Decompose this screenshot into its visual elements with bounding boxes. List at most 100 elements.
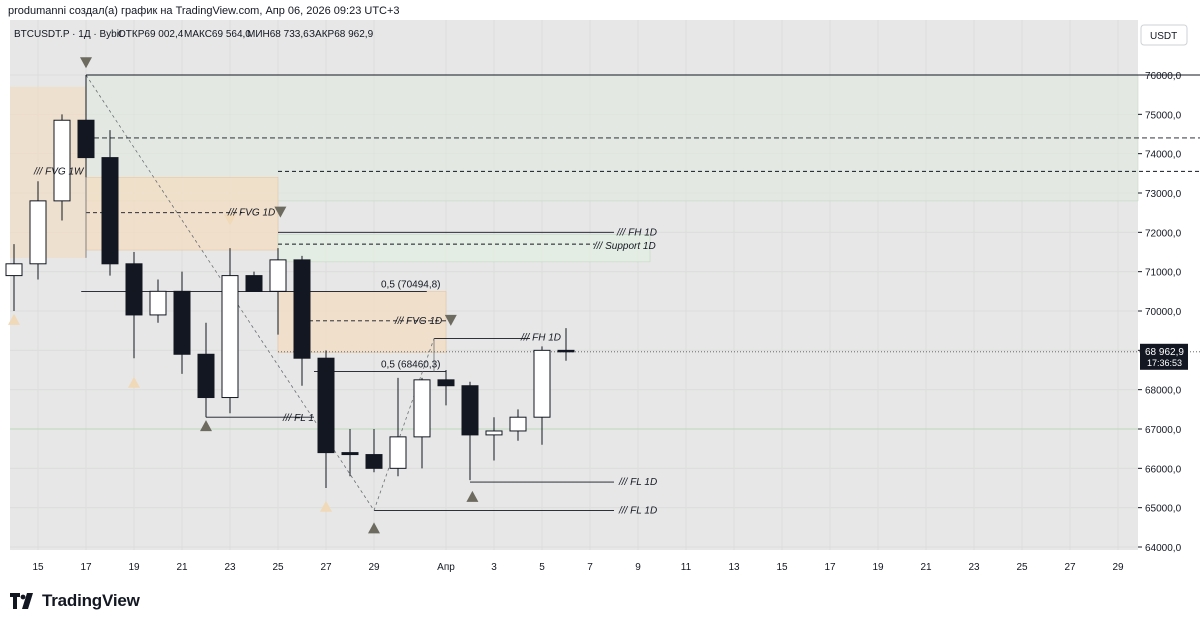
date-tick-label: 19 bbox=[872, 562, 884, 573]
date-tick-label: 21 bbox=[176, 562, 188, 573]
annotation-label: /// FH 1D bbox=[616, 227, 657, 238]
markers bbox=[8, 57, 479, 534]
candle-body[interactable] bbox=[101, 157, 119, 265]
candle-body[interactable] bbox=[173, 290, 191, 355]
candle-body[interactable] bbox=[437, 379, 455, 387]
date-tick-label: 11 bbox=[681, 562, 692, 573]
annotation-label: /// FVG 1D bbox=[227, 208, 275, 219]
annotation-label: /// FH 1D bbox=[520, 333, 561, 344]
candles[interactable] bbox=[5, 75, 575, 488]
marker-down-triangle bbox=[444, 314, 457, 326]
candle-body[interactable] bbox=[485, 430, 503, 436]
date-tick-label: 29 bbox=[368, 562, 380, 573]
date-tick-label: 29 bbox=[1112, 562, 1124, 573]
candle-body[interactable] bbox=[125, 263, 143, 316]
price-tick-label: 68000,0 bbox=[1145, 386, 1182, 397]
last-price-value: 68 962,9 bbox=[1145, 347, 1184, 358]
candle-body[interactable] bbox=[245, 275, 263, 292]
marker-up-triangle bbox=[466, 490, 479, 502]
date-tick-label: 7 bbox=[587, 562, 593, 573]
candle-body[interactable] bbox=[293, 259, 311, 359]
candle-body[interactable] bbox=[221, 275, 239, 399]
candle-body[interactable] bbox=[29, 200, 47, 265]
marker-up-triangle-faint bbox=[8, 313, 20, 325]
annotation-label: /// FL 1D bbox=[618, 477, 657, 488]
candle-body[interactable] bbox=[461, 385, 479, 436]
candle-body[interactable] bbox=[413, 379, 431, 438]
date-tick-label: Апр bbox=[437, 562, 455, 573]
candle-body[interactable] bbox=[317, 357, 335, 454]
symbol-info[interactable]: BTCUSDT.P · 1Д · Bybit bbox=[14, 29, 122, 40]
date-tick-label: 13 bbox=[728, 562, 740, 573]
date-tick-label: 21 bbox=[920, 562, 932, 573]
tradingview-brand: TradingView bbox=[42, 591, 140, 610]
ohlc-open: ОТКР69 002,4 bbox=[118, 29, 184, 40]
date-tick-label: 9 bbox=[635, 562, 641, 573]
price-tick-label: 66000,0 bbox=[1145, 464, 1182, 475]
tradingview-logo[interactable]: TradingView bbox=[10, 591, 140, 611]
marker-up-triangle-faint bbox=[320, 500, 332, 512]
ohlc-close: ЗАКР68 962,9 bbox=[309, 29, 374, 40]
candle-body[interactable] bbox=[341, 452, 359, 456]
swing-diagonal-2 bbox=[373, 338, 435, 511]
price-axis[interactable]: 64000,065000,066000,067000,068000,069000… bbox=[1138, 71, 1182, 554]
chart-caption: produmanni создал(а) график на TradingVi… bbox=[8, 5, 400, 17]
annotation-label: /// FVG 1W bbox=[33, 166, 85, 177]
date-tick-label: 25 bbox=[272, 562, 284, 573]
time-axis[interactable]: 15 17 19 21 23 25 27 29 Апр 3 5 7 9 11 13 15 17 19 21 23 25 2… bbox=[32, 562, 1124, 573]
price-tick-label: 70000,0 bbox=[1145, 307, 1182, 318]
price-tick-label: 76000,0 bbox=[1145, 71, 1182, 82]
candle-body[interactable] bbox=[53, 119, 71, 202]
annotation-label: 0,5 (70494,8) bbox=[381, 280, 441, 291]
date-tick-label: 17 bbox=[824, 562, 836, 573]
fvg-1w-zone bbox=[10, 86, 86, 258]
marker-up-triangle bbox=[200, 420, 212, 432]
marker-up-triangle-faint bbox=[128, 376, 140, 388]
currency-button[interactable]: USDT bbox=[1140, 24, 1188, 46]
candle-body[interactable] bbox=[197, 353, 215, 399]
annotation-label: /// FL 1D bbox=[618, 505, 657, 516]
candle-body[interactable] bbox=[365, 454, 383, 469]
annotation-label: /// FL 1 bbox=[282, 413, 314, 424]
price-tick-label: 73000,0 bbox=[1145, 189, 1182, 200]
candle-body[interactable] bbox=[77, 119, 95, 159]
annotation-label: 0,5 (68460,3) bbox=[381, 360, 441, 371]
date-tick-label: 27 bbox=[1064, 562, 1076, 573]
date-tick-label: 19 bbox=[128, 562, 140, 573]
annotation-label: /// Support 1D bbox=[593, 241, 656, 252]
price-tick-label: 75000,0 bbox=[1145, 110, 1182, 121]
candle-body[interactable] bbox=[533, 349, 551, 418]
price-tick-label: 67000,0 bbox=[1145, 425, 1182, 436]
zones bbox=[10, 74, 1139, 430]
candle-body[interactable] bbox=[5, 263, 23, 277]
tradingview-logo-icon bbox=[10, 593, 33, 609]
date-tick-label: 15 bbox=[32, 562, 44, 573]
marker-up-triangle bbox=[368, 522, 380, 534]
date-tick-label: 3 bbox=[491, 562, 497, 573]
bar-countdown: 17:36:53 bbox=[1147, 358, 1182, 368]
candle-body[interactable] bbox=[509, 416, 527, 432]
candle-body[interactable] bbox=[389, 436, 407, 469]
marker-down-triangle bbox=[274, 206, 287, 218]
candle-body[interactable] bbox=[557, 349, 575, 353]
price-tick-label: 74000,0 bbox=[1145, 150, 1182, 161]
candle-body[interactable] bbox=[269, 259, 287, 292]
annotation-label: /// FVG 1D bbox=[394, 316, 442, 327]
annotations: /// FVG 1W /// FVG 1D /// FH 1D /// Support… bbox=[33, 166, 657, 516]
ohlc-low: МИН68 733,6 bbox=[247, 29, 309, 40]
date-tick-label: 5 bbox=[539, 562, 545, 573]
candle-body[interactable] bbox=[149, 290, 167, 316]
support-zone bbox=[277, 234, 651, 263]
date-tick-label: 23 bbox=[224, 562, 236, 573]
marker-down-triangle bbox=[80, 57, 92, 69]
date-tick-label: 23 bbox=[968, 562, 980, 573]
ohlc-high: МАКС69 564,0 bbox=[184, 29, 251, 40]
last-price-label: 68 962,9 17:36:53 bbox=[1140, 343, 1188, 370]
price-tick-label: 72000,0 bbox=[1145, 228, 1182, 239]
date-tick-label: 27 bbox=[320, 562, 332, 573]
price-tick-label: 65000,0 bbox=[1145, 504, 1182, 515]
date-tick-label: 25 bbox=[1016, 562, 1028, 573]
price-tick-label: 64000,0 bbox=[1145, 543, 1182, 554]
date-tick-label: 15 bbox=[776, 562, 788, 573]
